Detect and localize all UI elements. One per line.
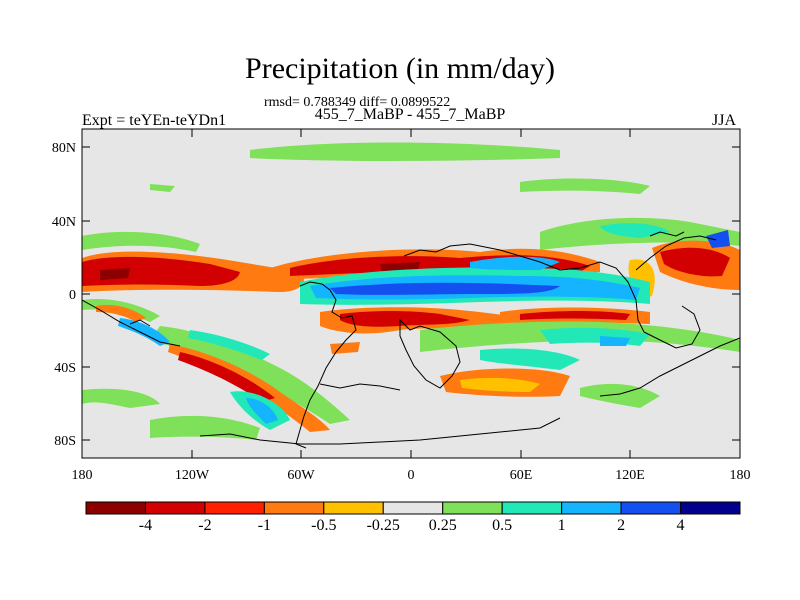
y-axis-ticks	[82, 146, 740, 441]
x-tick-label-120e: 120E	[615, 468, 645, 483]
x-tick-label-180e: 180	[730, 468, 751, 483]
y-tick-label-80s: 80S	[54, 434, 76, 449]
colorbar-label-2: -1	[257, 517, 272, 534]
colorbar-box-8	[561, 501, 622, 515]
y-tick-label-80n: 80N	[52, 141, 76, 156]
colorbar-box-0	[85, 501, 146, 515]
colorbar-label-7: 1	[557, 517, 566, 534]
colorbar-box-1	[144, 501, 206, 515]
x-tick-label-0: 0	[408, 468, 415, 483]
colorbar-box-5	[382, 501, 444, 515]
x-tick-label-180w: 180	[72, 468, 93, 483]
colorbar-box-9	[620, 501, 682, 515]
colorbar-boxes	[85, 501, 741, 515]
colorbar-label-3: -0.5	[311, 517, 337, 534]
coastlines	[82, 231, 740, 449]
experiment-label: Expt = teYEn-teYDn1	[82, 112, 227, 129]
y-tick-label-0: 0	[69, 288, 76, 303]
colorbar-label-6: 0.5	[492, 517, 513, 534]
y-tick-label-40s: 40S	[54, 361, 76, 376]
colorbar-label-8: 2	[617, 517, 626, 534]
y-tick-label-40n: 40N	[52, 215, 76, 230]
colorbar-box-7	[501, 501, 563, 515]
x-tick-label-60w: 60W	[287, 468, 315, 483]
colorbar-label-4: -0.25	[366, 517, 400, 534]
precip-anomaly-field	[82, 142, 740, 440]
colorbar-label-9: 4	[676, 517, 685, 534]
colorbar-box-4	[323, 501, 384, 515]
x-tick-label-60e: 60E	[510, 468, 533, 483]
plot-subtitle: 455_7_MaBP - 455_7_MaBP	[314, 106, 506, 123]
x-tick-label-120w: 120W	[175, 468, 210, 483]
colorbar-label-0: -4	[138, 517, 153, 534]
colorbar-label-1: -2	[198, 517, 212, 534]
colorbar-box-10	[680, 501, 741, 515]
colorbar-label-5: 0.25	[428, 517, 457, 534]
x-axis-ticks	[81, 129, 741, 458]
colorbar-box-2	[204, 501, 265, 515]
season-label: JJA	[712, 112, 737, 129]
stats-text: rmsd= 0.788349 diff= 0.0899522	[264, 95, 451, 110]
colorbar-box-6	[442, 501, 503, 515]
plot-title: Precipitation (in mm/day)	[245, 52, 555, 85]
colorbar-box-3	[263, 501, 325, 515]
